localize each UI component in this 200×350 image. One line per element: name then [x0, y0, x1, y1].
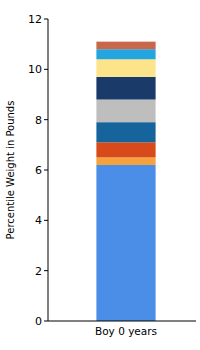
- chart: Boy 0 years 0 2 4 6 8 10 12 Percentile Weight in…: [0, 0, 200, 350]
- y-tick: [44, 220, 48, 221]
- y-tick-label: 8: [35, 114, 42, 127]
- y-tick-label: 0: [35, 315, 42, 328]
- x-tick-label: Boy 0 years: [95, 325, 157, 337]
- bar-segment: [96, 42, 155, 50]
- bar-segment: [96, 142, 155, 157]
- y-axis-label: Percentile Weight in Pounds: [5, 101, 16, 240]
- y-tick: [44, 270, 48, 271]
- y-tick: [44, 69, 48, 70]
- y-tick: [44, 19, 48, 20]
- y-tick-label: 4: [35, 214, 42, 227]
- bar-segment: [96, 165, 155, 321]
- bar-segment: [96, 77, 155, 100]
- y-tick: [44, 321, 48, 322]
- x-axis: [48, 321, 196, 322]
- y-tick-label: 12: [28, 13, 42, 26]
- bars: [96, 42, 155, 321]
- y-tick-label: 2: [35, 265, 42, 278]
- bar-segment: [96, 49, 155, 59]
- bar-segment: [96, 59, 155, 77]
- bar-segment: [96, 157, 155, 165]
- y-tick: [44, 119, 48, 120]
- bar-segment: [96, 122, 155, 142]
- y-tick: [44, 170, 48, 171]
- bar-segment: [96, 100, 155, 123]
- y-tick-label: 10: [28, 63, 42, 76]
- y-tick-label: 6: [35, 164, 42, 177]
